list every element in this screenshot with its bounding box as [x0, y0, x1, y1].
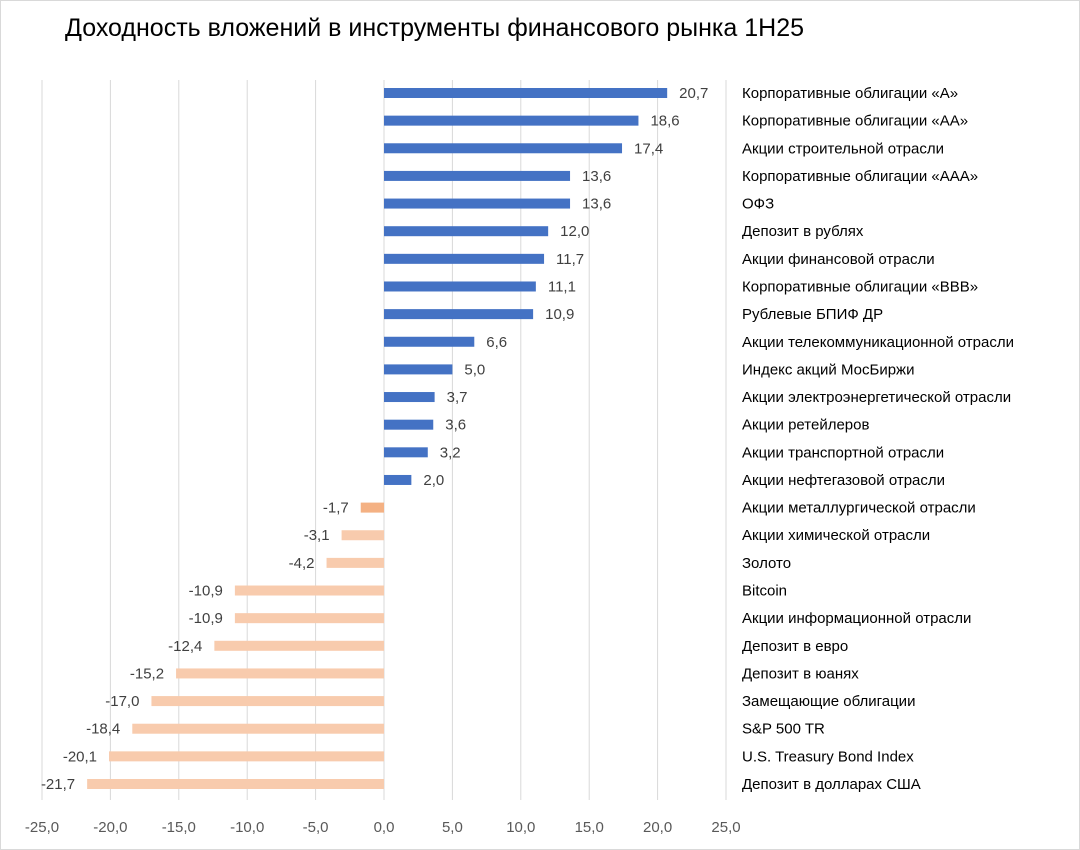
x-tick-label: 15,0 — [575, 819, 604, 836]
bar — [384, 364, 453, 375]
x-tick-label: 10,0 — [506, 819, 535, 836]
data-label: 17,4 — [634, 140, 663, 157]
data-label: -18,4 — [86, 721, 120, 738]
data-label: 13,6 — [582, 196, 611, 213]
category-label: Акции химической отрасли — [742, 527, 930, 544]
data-label: -12,4 — [168, 638, 202, 655]
bar — [384, 447, 428, 458]
x-tick-label: -15,0 — [162, 819, 196, 836]
bar — [234, 585, 384, 596]
data-label: -15,2 — [130, 665, 164, 682]
bar — [384, 88, 668, 98]
data-label: 5,0 — [464, 361, 485, 378]
category-label: U.S. Treasury Bond Index — [742, 748, 914, 765]
data-label: 20,7 — [679, 85, 708, 102]
data-label: 2,0 — [423, 472, 444, 489]
category-label: ОФЗ — [742, 196, 774, 213]
x-tick-label: 25,0 — [711, 819, 740, 836]
category-label: Рублевые БПИФ ДР — [742, 306, 883, 323]
bar — [384, 474, 412, 485]
bar — [132, 723, 384, 734]
bar — [234, 613, 384, 624]
category-label: Корпоративные облигации «АА» — [742, 113, 968, 130]
category-label: Акции информационной отрасли — [742, 610, 971, 627]
bar — [326, 557, 384, 568]
category-label: Bitcoin — [742, 583, 787, 600]
x-tick-label: -5,0 — [303, 819, 329, 836]
bar — [384, 226, 549, 237]
category-label: Акции ретейлеров — [742, 417, 869, 434]
bar — [384, 143, 623, 154]
bar — [384, 336, 475, 347]
data-label: -3,1 — [304, 527, 330, 544]
data-label: 3,2 — [440, 444, 461, 461]
bar — [384, 198, 571, 209]
bar — [384, 309, 534, 320]
data-label: -4,2 — [289, 555, 315, 572]
x-tick-label: -25,0 — [25, 819, 59, 836]
data-label: -10,9 — [189, 610, 223, 627]
bar — [87, 779, 385, 789]
bar — [109, 751, 385, 762]
bar — [384, 253, 545, 264]
category-label: Акции телекоммуникационной отрасли — [742, 334, 1014, 351]
category-label: Индекс акций МосБиржи — [742, 361, 914, 378]
data-label: 10,9 — [545, 306, 574, 323]
data-label: 13,6 — [582, 168, 611, 185]
data-label: -21,7 — [41, 776, 75, 793]
data-label: 11,1 — [548, 278, 576, 295]
bar — [384, 170, 571, 181]
category-label: Корпоративные облигации «ААА» — [742, 168, 978, 185]
bar — [384, 281, 536, 292]
bar — [384, 115, 639, 126]
category-label: Депозит в долларах США — [742, 776, 921, 793]
bar — [360, 502, 384, 513]
x-tick-label: 20,0 — [643, 819, 672, 836]
data-label: -10,9 — [189, 583, 223, 600]
category-label: Золото — [742, 555, 791, 572]
category-label: Акции строительной отрасли — [742, 140, 944, 157]
category-label: Депозит в евро — [742, 638, 848, 655]
category-label: Корпоративные облигации «А» — [742, 85, 958, 102]
x-tick-label: -20,0 — [93, 819, 127, 836]
category-label: Акции финансовой отрасли — [742, 251, 935, 268]
category-label: Депозит в юанях — [742, 665, 859, 682]
category-label: Акции электроэнергетической отрасли — [742, 389, 1011, 406]
category-label: Акции металлургической отрасли — [742, 500, 976, 517]
category-label: Акции нефтегазовой отрасли — [742, 472, 945, 489]
data-label: 3,6 — [445, 417, 466, 434]
bar — [384, 419, 434, 430]
bar — [151, 696, 384, 707]
bar — [384, 392, 435, 403]
data-label: -1,7 — [323, 500, 349, 517]
data-label: -20,1 — [63, 748, 97, 765]
data-label: -17,0 — [105, 693, 139, 710]
chart-title: Доходность вложений в инструменты финанс… — [65, 14, 805, 42]
data-label: 11,7 — [556, 251, 584, 268]
bar — [214, 640, 384, 651]
x-tick-label: 0,0 — [374, 819, 395, 836]
x-tick-label: 5,0 — [442, 819, 463, 836]
data-label: 3,7 — [447, 389, 468, 406]
bar — [341, 530, 384, 541]
category-label: S&P 500 TR — [742, 721, 825, 738]
data-label: 18,6 — [650, 113, 679, 130]
category-label: Корпоративные облигации «BBB» — [742, 278, 978, 295]
category-label: Замещающие облигации — [742, 693, 915, 710]
x-tick-label: -10,0 — [230, 819, 264, 836]
bar — [176, 668, 384, 679]
category-label: Акции транспортной отрасли — [742, 444, 944, 461]
data-label: 6,6 — [486, 334, 507, 351]
category-label: Депозит в рублях — [742, 223, 864, 240]
data-label: 12,0 — [560, 223, 589, 240]
